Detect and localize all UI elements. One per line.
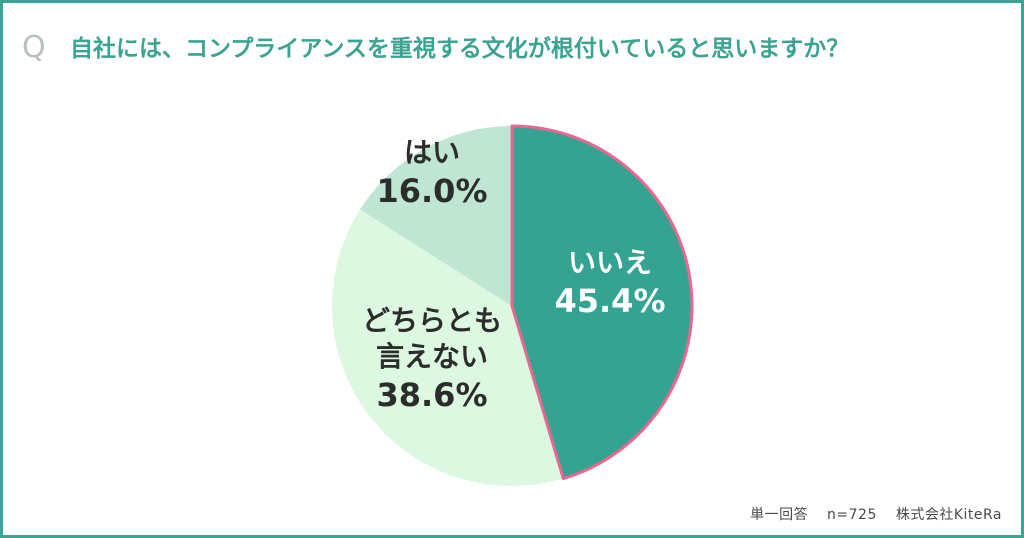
pie-slice-1 (512, 126, 693, 479)
question-mark-icon: Q (22, 30, 46, 65)
pie-slice-3 (360, 126, 512, 306)
slice-value-1: 45.4% (554, 282, 665, 320)
slice-label-2-line-1: どちらとも (362, 304, 502, 337)
sample-size: n=725 (827, 507, 877, 523)
footer-note: 単一回答 n=725 株式会社KiteRa (750, 504, 1002, 524)
slice-value-3: 16.0% (376, 172, 487, 210)
slice-label-2-line-2: 言えない (376, 340, 488, 373)
company-name: 株式会社KiteRa (895, 507, 1002, 523)
highlight-outline (510, 124, 694, 481)
pie-slice-2 (332, 209, 564, 486)
slice-value-2: 38.6% (376, 376, 487, 414)
answer-type: 単一回答 (750, 507, 809, 523)
slice-label-1: いいえ (568, 246, 652, 279)
question-title: 自社には、コンプライアンスを重視する文化が根付いていると思いますか？ (70, 36, 850, 62)
slice-label-3: はい (404, 136, 460, 169)
